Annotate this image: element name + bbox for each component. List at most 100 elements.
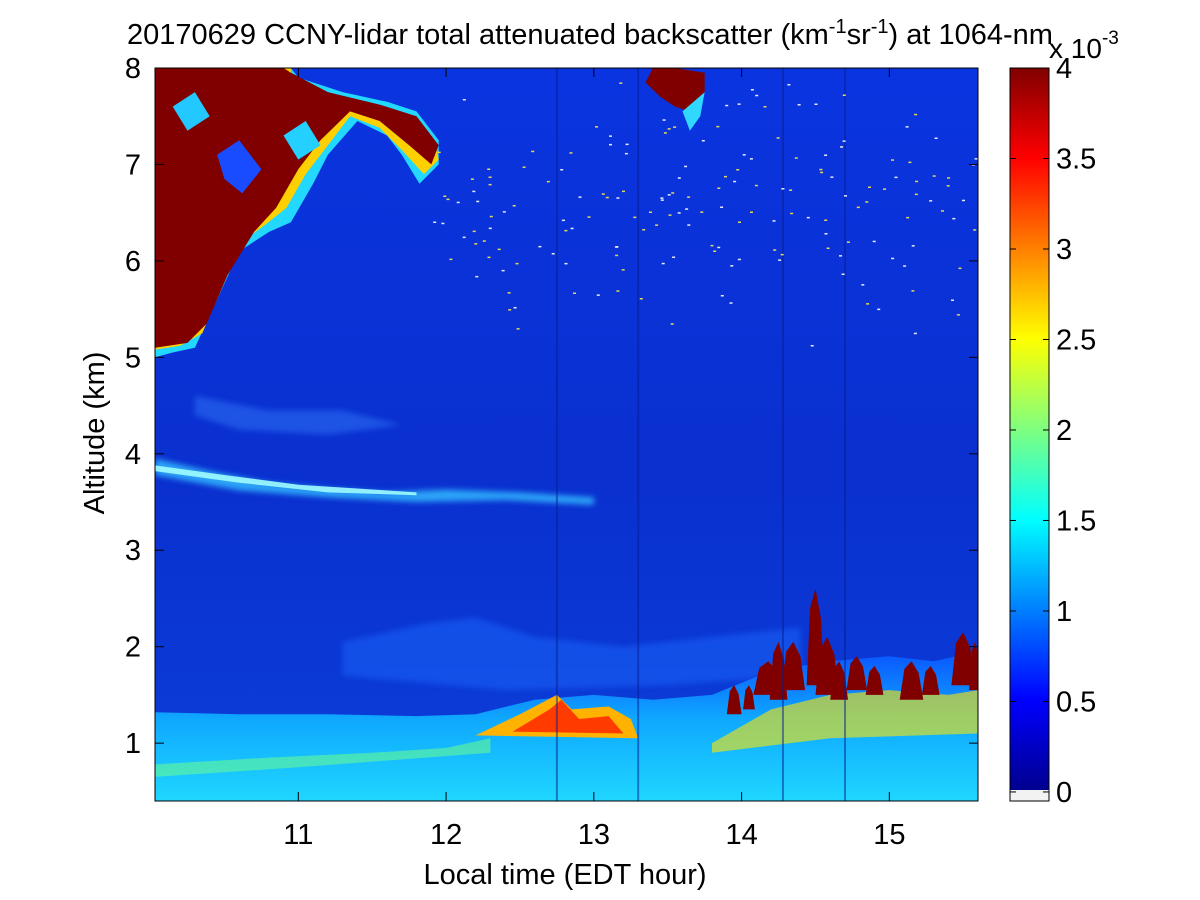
noise-speckle <box>622 190 625 193</box>
noise-speckle <box>780 253 784 256</box>
colorbar-tick-label: 3.5 <box>1056 143 1096 175</box>
noise-speckle <box>625 143 629 146</box>
colorbar-tick-label: 4 <box>1056 53 1072 85</box>
noise-speckle <box>872 240 876 243</box>
noise-speckle <box>684 165 688 168</box>
noise-speckle <box>824 219 828 221</box>
noise-speckle <box>433 221 437 223</box>
noise-speckle <box>725 104 729 107</box>
noise-speckle <box>929 200 933 202</box>
noise-speckle <box>750 211 753 213</box>
noise-speckle <box>560 169 564 171</box>
bl-top-red <box>512 699 624 734</box>
noise-speckle <box>595 126 598 128</box>
y-tick-label: 3 <box>125 535 141 567</box>
noise-speckle <box>720 206 724 208</box>
noise-speckle <box>932 175 936 177</box>
noise-speckle <box>763 106 767 108</box>
noise-speckle <box>570 227 574 230</box>
noise-speckle <box>908 161 912 164</box>
colorbar-tick-label: 2 <box>1056 415 1072 447</box>
noise-speckle <box>915 180 919 183</box>
noise-speckle <box>952 217 956 220</box>
noise-speckle <box>508 309 512 311</box>
noise-speckle <box>905 126 909 128</box>
noise-speckle <box>787 84 791 86</box>
noise-speckle <box>891 159 894 161</box>
noise-speckle <box>660 199 664 201</box>
noise-speckle <box>819 168 823 171</box>
noise-speckle <box>973 229 977 231</box>
noise-speckle <box>710 244 714 247</box>
y-tick-label: 5 <box>125 342 141 374</box>
noise-speckle <box>671 192 675 194</box>
noise-speckle <box>670 323 674 325</box>
noise-speckle <box>564 229 568 232</box>
noise-speckle <box>754 184 758 187</box>
colorbar: 0 0.5 1 1.5 2 2.5 3 3.5 4 x 10-3 <box>1009 28 1119 809</box>
noise-speckle <box>497 248 501 251</box>
noise-speckle <box>687 196 691 198</box>
colorbar-nodata-swatch <box>1010 790 1049 801</box>
noise-speckle <box>462 236 466 239</box>
noise-speckle <box>660 197 664 199</box>
noise-speckle <box>820 171 824 174</box>
noise-speckle <box>449 258 453 261</box>
colorbar-gradient <box>1010 68 1049 790</box>
noise-speckle <box>790 212 794 215</box>
noise-speckle <box>776 137 780 139</box>
bl-green-band <box>155 738 491 777</box>
low-cloud <box>899 661 924 700</box>
y-axis-label: Altitude (km) <box>79 352 111 515</box>
title-main: 20170629 CCNY-lidar total attenuated bac… <box>127 19 829 51</box>
noise-speckle <box>446 198 450 201</box>
noise-speckle <box>561 219 565 222</box>
high-cloud-small <box>645 68 705 112</box>
noise-speckle <box>778 259 782 261</box>
noise-speckle <box>667 128 671 130</box>
noise-speckle <box>531 150 535 153</box>
noise-speckle <box>642 229 646 231</box>
colorbar-tick-label: 0 <box>1056 777 1072 809</box>
noise-speckle <box>781 188 785 190</box>
y-tick-label: 4 <box>125 439 141 471</box>
y-tick-label: 7 <box>125 149 141 181</box>
cirrus-gap <box>172 92 210 131</box>
plot-frame <box>154 67 979 802</box>
noise-speckle <box>488 176 492 178</box>
noise-speckle <box>672 256 676 258</box>
noise-speckle <box>621 269 625 271</box>
title-end: ) at 1064-nm <box>889 19 1053 51</box>
noise-speckle <box>701 140 705 142</box>
y-tick-label: 8 <box>125 53 141 85</box>
noise-speckle <box>894 176 898 179</box>
noise-speckle <box>720 295 724 297</box>
noise-speckle <box>883 188 886 190</box>
low-cloud <box>726 685 742 715</box>
dropout-stripe <box>844 68 847 801</box>
noise-speckle <box>443 195 447 197</box>
noise-speckle <box>546 180 550 183</box>
x-tick-label: 13 <box>578 819 610 851</box>
noise-speckle <box>476 200 480 203</box>
low-cloud <box>969 641 978 691</box>
noise-speckle <box>462 99 466 101</box>
noise-speckle <box>814 103 818 105</box>
noise-speckle <box>609 135 612 137</box>
noise-speckle <box>914 193 918 196</box>
noise-speckle <box>661 262 665 265</box>
noise-speckle <box>564 262 568 265</box>
noise-speckle <box>913 332 917 335</box>
noise-speckle <box>810 345 814 347</box>
noise-speckle <box>841 273 845 275</box>
cirrus-core <box>155 68 439 348</box>
noise-speckle <box>616 197 620 199</box>
noise-speckle <box>487 256 491 259</box>
high-cloud-edge <box>682 92 705 131</box>
noise-speckle <box>946 185 950 187</box>
noise-speckle <box>956 314 960 316</box>
noise-speckle <box>846 241 850 243</box>
colorbar-tick-label: 1.5 <box>1056 505 1096 537</box>
noise-speckle <box>824 233 828 235</box>
